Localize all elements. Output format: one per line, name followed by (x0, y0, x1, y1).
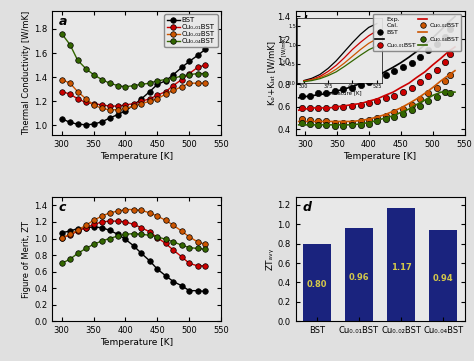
Bar (345, 228, 373, 321)
X-axis label: Temperature [K]: Temperature [K] (100, 152, 173, 161)
Bar (387, 208, 415, 321)
Text: 0.94: 0.94 (433, 274, 454, 283)
Text: a: a (59, 14, 67, 27)
Text: 0.80: 0.80 (307, 280, 327, 289)
Y-axis label: Kₒᴵ+Kₗₐₜ [W/mK]: Kₒᴵ+Kₗₐₜ [W/mK] (267, 41, 276, 105)
Text: 1.17: 1.17 (391, 264, 411, 273)
Y-axis label: ZTₐᵥᵧ: ZTₐᵥᵧ (265, 248, 274, 270)
Text: 0.96: 0.96 (349, 273, 369, 282)
Y-axis label: Thermal Conductivity [W/mK]: Thermal Conductivity [W/mK] (22, 11, 31, 135)
Bar (303, 244, 330, 321)
Y-axis label: Figure of Merit, ZT: Figure of Merit, ZT (22, 221, 31, 298)
Text: b: b (302, 14, 311, 27)
Bar (429, 230, 457, 321)
X-axis label: Temperature [K]: Temperature [K] (344, 152, 417, 161)
Text: c: c (59, 201, 66, 214)
Text: d: d (302, 201, 311, 214)
X-axis label: Temperature [K]: Temperature [K] (100, 338, 173, 347)
Legend: Exp., Cal., BST, , Cu₀.₀₁BST, , Cu₀.₀₂BST, , Cu₀.₀₄BST, : Exp., Cal., BST, , Cu₀.₀₁BST, , Cu₀.₀₂BS… (373, 14, 461, 51)
Legend: BST, Cu₀.₀₁BST, Cu₀.₀₂BST, Cu₀.₀₄BST: BST, Cu₀.₀₁BST, Cu₀.₀₂BST, Cu₀.₀₄BST (164, 14, 218, 47)
